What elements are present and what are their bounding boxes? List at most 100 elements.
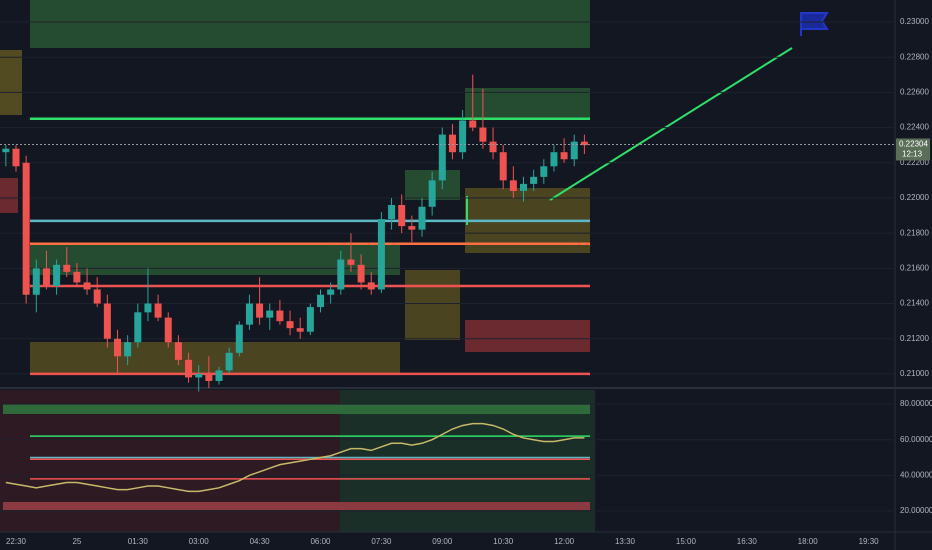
x-tick-label: 09:00: [432, 537, 453, 546]
x-tick-label: 03:00: [189, 537, 210, 546]
candle-body: [124, 342, 132, 357]
last-price-label: 0.22304: [899, 140, 928, 149]
x-tick-label: 12:00: [554, 537, 575, 546]
candle-body: [540, 166, 548, 177]
candle-body: [73, 271, 81, 283]
candle-body: [266, 310, 274, 318]
y-tick-label: 0.21400: [900, 299, 929, 308]
x-tick-label: 10:30: [493, 537, 514, 546]
zone-green: [465, 88, 590, 118]
candle-body: [398, 204, 406, 227]
candle-body: [306, 307, 314, 332]
candle-body: [377, 219, 385, 290]
x-tick-label: 04:30: [250, 537, 271, 546]
x-tick-label: 06:00: [310, 537, 331, 546]
candle-body: [12, 148, 20, 167]
y-tick-label: 40.00000: [900, 470, 932, 479]
candle-body: [479, 127, 487, 142]
candle-body: [225, 352, 233, 371]
candle-body: [276, 310, 284, 322]
candle-body: [103, 303, 111, 339]
zone-red: [465, 320, 590, 352]
oscillator-line: [5, 422, 585, 493]
candle-body: [83, 282, 91, 290]
x-tick-label: 25: [72, 537, 81, 546]
candle-body: [22, 162, 30, 295]
x-tick-label: 07:30: [371, 537, 392, 546]
candle-body: [408, 226, 416, 230]
y-tick-label: 0.21200: [900, 334, 929, 343]
candle-body: [367, 282, 375, 290]
y-tick-label: 60.00000: [900, 435, 932, 444]
candle-body: [337, 259, 345, 290]
y-tick-label: 20.00000: [900, 506, 932, 515]
y-tick-label: 0.22000: [900, 193, 929, 202]
y-tick-label: 0.22800: [900, 52, 929, 61]
candle-body: [550, 152, 558, 167]
candle-body: [174, 342, 182, 360]
x-tick-label: 22:30: [6, 537, 27, 546]
candle-body: [570, 141, 578, 160]
candle-body: [32, 268, 40, 295]
osc-band: [3, 404, 590, 414]
candle-body: [215, 370, 223, 381]
x-tick-label: 19:30: [859, 537, 880, 546]
candle-body: [530, 176, 538, 184]
candle-body: [286, 321, 294, 329]
y-tick-label: 80.00000: [900, 399, 932, 408]
candle-body: [438, 134, 446, 181]
zone-green: [30, 245, 400, 275]
candle-body: [53, 264, 61, 286]
zone-red: [0, 178, 18, 213]
x-tick-label: 01:30: [128, 537, 149, 546]
candle-body: [560, 152, 568, 160]
candle-body: [469, 120, 477, 128]
x-tick-label: 15:00: [676, 537, 697, 546]
y-tick-label: 0.21000: [900, 369, 929, 378]
y-tick-label: 0.23000: [900, 17, 929, 26]
candle-body: [93, 289, 101, 304]
candle-body: [195, 373, 203, 378]
candle-body: [388, 204, 396, 220]
candle-body: [347, 259, 355, 265]
candle-body: [2, 148, 10, 153]
candle-body: [245, 303, 253, 325]
candle-body: [235, 324, 243, 353]
countdown-label: 12:13: [902, 150, 923, 159]
candle-body: [357, 264, 365, 283]
candle-body: [63, 264, 71, 272]
candle-body: [428, 180, 436, 207]
y-tick-label: 0.22400: [900, 123, 929, 132]
candle-body: [448, 134, 456, 153]
candle-body: [459, 120, 467, 153]
flag-icon: [800, 12, 829, 36]
y-tick-label: 0.21800: [900, 228, 929, 237]
zone-yellow: [405, 270, 460, 340]
candle-body: [418, 206, 426, 230]
x-tick-label: 13:30: [615, 537, 636, 546]
candle-body: [114, 338, 121, 357]
candle-body: [317, 294, 324, 308]
y-tick-label: 0.21600: [900, 263, 929, 272]
candle-body: [509, 180, 517, 191]
candle-body: [327, 289, 335, 295]
last-price-box: [896, 138, 930, 161]
candle-body: [42, 268, 50, 286]
zone-yellow: [0, 50, 22, 115]
x-tick-label: 16:30: [737, 537, 758, 546]
candle-body: [205, 373, 213, 381]
candle-body: [154, 303, 162, 318]
candle-body: [144, 303, 152, 313]
candle-body: [499, 152, 507, 181]
candle-body: [134, 312, 142, 343]
candle-body: [580, 141, 588, 146]
candle-body: [164, 317, 172, 343]
candle-body: [185, 359, 193, 378]
trend-arrow: [549, 47, 793, 201]
candle-body: [520, 183, 527, 191]
zone-yellow: [30, 342, 400, 374]
osc-band: [3, 502, 590, 510]
candle-body: [256, 303, 264, 318]
candle-body: [489, 141, 497, 153]
